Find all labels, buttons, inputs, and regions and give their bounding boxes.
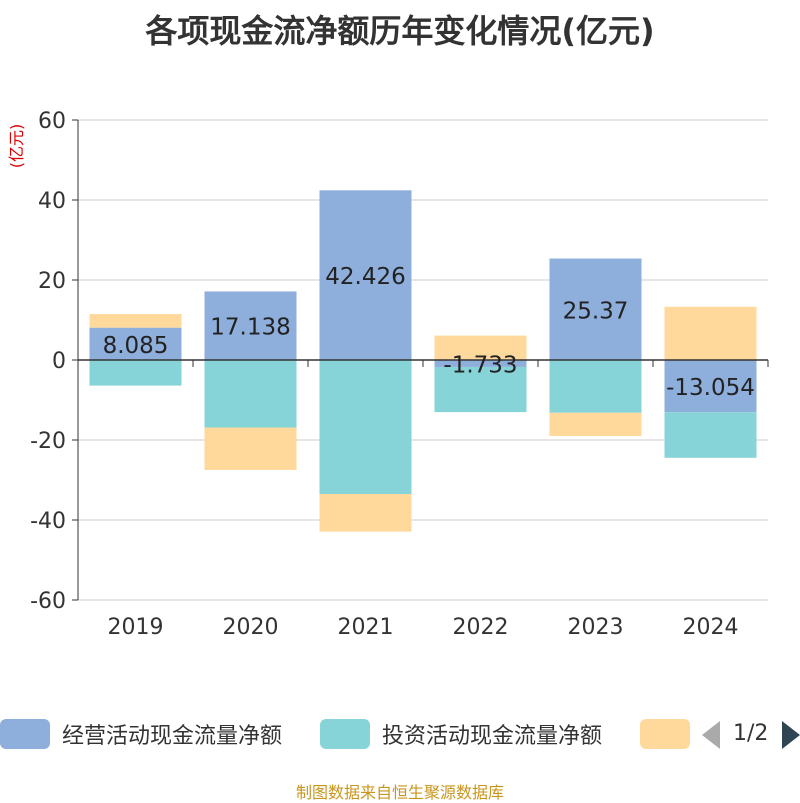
legend-swatch-financing xyxy=(640,719,690,749)
pager-indicator: 1/2 xyxy=(733,721,769,746)
x-tick-label: 2019 xyxy=(108,615,164,640)
x-tick-label: 2020 xyxy=(223,615,279,640)
bar-2023-series-1 xyxy=(549,360,642,413)
legend-label-operating: 经营活动现金流量净额 xyxy=(62,724,283,749)
y-tick-label: 0 xyxy=(52,349,66,374)
bar-2019-series-2 xyxy=(89,314,182,328)
legend-pager: 1/2 xyxy=(700,719,800,751)
bar-2022-series-0 xyxy=(434,360,527,367)
bar-2024-series-0 xyxy=(664,360,757,413)
legend-item-investing[interactable]: 投资活动现金流量净额 xyxy=(320,719,602,749)
data-label: 8.085 xyxy=(103,333,169,359)
bar-2023-series-2 xyxy=(549,412,642,436)
bar-2021-series-1 xyxy=(319,360,412,494)
x-tick-label: 2023 xyxy=(568,615,624,640)
bars xyxy=(89,190,757,532)
legend-swatch-investing xyxy=(320,719,370,749)
bar-2020-series-0 xyxy=(204,291,297,360)
pager-arrows xyxy=(702,721,800,749)
legend-swatch-operating xyxy=(0,719,50,749)
x-tick-label: 2024 xyxy=(683,615,739,640)
pager-next-icon[interactable] xyxy=(782,721,800,749)
bar-2020-series-2 xyxy=(204,427,297,470)
y-tick-label: -40 xyxy=(30,509,66,534)
bar-2024-series-1 xyxy=(664,412,757,458)
y-tick-label: 60 xyxy=(38,109,66,134)
grid-lines xyxy=(78,119,768,601)
data-labels: 8.085 17.138 42.426 -1.733 25.37 -13.054 xyxy=(103,264,755,401)
bar-2024-series-2 xyxy=(664,306,757,360)
bar-2023-series-0 xyxy=(549,258,642,360)
bar-2020-series-1 xyxy=(204,360,297,428)
y-tick-label: 40 xyxy=(38,189,66,214)
y-tick-label: -60 xyxy=(30,589,66,614)
data-label: -13.054 xyxy=(666,375,755,401)
bar-2019-series-0 xyxy=(89,327,182,360)
source-note: 制图数据来自恒生聚源数据库 xyxy=(295,783,504,802)
pager-prev-icon[interactable] xyxy=(702,721,720,749)
x-tick-label: 2022 xyxy=(453,615,509,640)
x-tick-label: 2021 xyxy=(338,615,394,640)
y-axis-label: (亿元) xyxy=(7,124,26,169)
bar-2022-series-2 xyxy=(434,335,527,360)
bar-2019-series-1 xyxy=(89,360,182,386)
legend-label-investing: 投资活动现金流量净额 xyxy=(382,724,603,749)
axes: 60 40 20 0 -20 -40 -60 (亿元) 2019 2020 2021 2022 2023… xyxy=(7,109,769,640)
data-label: 25.37 xyxy=(563,298,629,324)
chart-title: 各项现金流净额历年变化情况(亿元) xyxy=(145,12,655,50)
data-label: 17.138 xyxy=(210,315,290,341)
legend-item-operating[interactable]: 经营活动现金流量净额 xyxy=(0,719,282,749)
bar-2021-series-0 xyxy=(319,190,412,360)
y-tick-label: 20 xyxy=(38,269,66,294)
data-label: 42.426 xyxy=(325,264,405,290)
bar-2021-series-2 xyxy=(319,494,412,532)
data-label: -1.733 xyxy=(443,352,517,378)
legend-item-financing[interactable] xyxy=(640,719,702,749)
y-tick-label: -20 xyxy=(30,429,66,454)
bar-2022-series-1 xyxy=(434,366,527,413)
